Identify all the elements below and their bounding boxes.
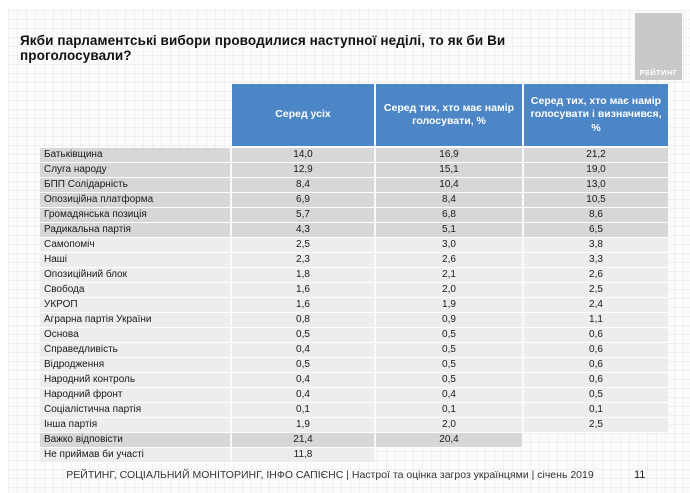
value-cell: 2,6 [524,268,668,283]
party-name-cell: УКРОП [40,298,230,313]
value-cell: 3,0 [376,238,522,253]
party-name-cell: Слуга народу [40,163,230,178]
value-cell: 0,4 [232,373,374,388]
value-cell: 15,1 [376,163,522,178]
party-name-cell: Інша партія [40,418,230,433]
value-cell: 0,5 [376,343,522,358]
value-cell: 2,5 [524,418,668,433]
value-cell: 14,0 [232,148,374,163]
party-name-cell: Не приймав би участі [40,448,230,463]
value-cell: 0,9 [376,313,522,328]
party-name-cell: Опозиційний блок [40,268,230,283]
value-cell: 0,6 [524,373,668,388]
party-name-cell: Самопоміч [40,238,230,253]
value-cell: 0,5 [232,328,374,343]
value-cell: 16,9 [376,148,522,163]
rating-logo: РЕЙТИНГ [635,13,682,80]
party-name-cell: Основа [40,328,230,343]
party-name-cell: Батьківщина [40,148,230,163]
party-name-cell: Народний контроль [40,373,230,388]
party-name-cell: Радикальна партія [40,223,230,238]
party-name-cell: Відродження [40,358,230,373]
value-cell: 12,9 [232,163,374,178]
value-cell: 0,6 [524,343,668,358]
value-cell: 8,6 [524,208,668,223]
value-cell: 1,6 [232,283,374,298]
value-cell: 2,5 [232,238,374,253]
value-cell: 5,1 [376,223,522,238]
value-cell: 0,8 [232,313,374,328]
value-cell: 0,5 [376,358,522,373]
value-cell: 21,2 [524,148,668,163]
value-cell: 21,4 [232,433,374,448]
page-title: Якби парламентські вибори проводилися на… [20,33,506,63]
value-cell: 2,0 [376,418,522,433]
value-cell: 3,3 [524,253,668,268]
value-cell: 2,3 [232,253,374,268]
value-cell: 0,5 [232,358,374,373]
value-cell: 0,6 [524,358,668,373]
value-cell: 11,8 [232,448,374,463]
party-name-cell: Свобода [40,283,230,298]
value-cell: 2,4 [524,298,668,313]
value-cell: 6,9 [232,193,374,208]
value-cell: 0,6 [524,328,668,343]
value-cell: 8,4 [376,193,522,208]
value-cell: 6,8 [376,208,522,223]
column-header-among-all: Серед усіх [232,84,374,148]
party-name-cell: БПП Солідарність [40,178,230,193]
value-cell: 2,5 [524,283,668,298]
value-cell: 0,5 [376,373,522,388]
page-number: 11 [634,469,646,481]
value-cell: 2,1 [376,268,522,283]
column-header-intend-and-decided: Серед тих, хто має намір голосувати і ви… [524,84,668,148]
party-name-cell: Важко відповісти [40,433,230,448]
value-cell: 0,4 [232,343,374,358]
value-cell: 5,7 [232,208,374,223]
footer-caption: РЕЙТИНГ, СОЦІАЛЬНИЙ МОНІТОРИНГ, ІНФО САП… [66,469,594,481]
value-cell [376,448,522,463]
value-cell: 13,0 [524,178,668,193]
party-name-cell: Народний фронт [40,388,230,403]
value-cell: 20,4 [376,433,522,448]
value-cell: 4,3 [232,223,374,238]
value-cell: 0,1 [524,403,668,418]
rating-logo-label: РЕЙТИНГ [639,68,678,77]
value-cell: 0,1 [232,403,374,418]
value-cell: 0,4 [232,388,374,403]
value-cell: 1,9 [376,298,522,313]
party-name-cell: Наші [40,253,230,268]
value-cell: 3,8 [524,238,668,253]
value-cell: 2,6 [376,253,522,268]
value-cell [524,448,668,463]
column-header-intend-to-vote: Серед тих, хто має намір голосувати, % [376,84,522,148]
value-cell: 0,5 [524,388,668,403]
party-name-cell: Аграрна партія України [40,313,230,328]
value-cell: 10,4 [376,178,522,193]
value-cell: 0,4 [376,388,522,403]
value-cell: 1,9 [232,418,374,433]
value-cell: 2,0 [376,283,522,298]
party-name-cell: Опозиційна платформа [40,193,230,208]
value-cell: 10,5 [524,193,668,208]
value-cell: 6,5 [524,223,668,238]
value-cell: 0,1 [376,403,522,418]
party-name-cell: Соціалістична партія [40,403,230,418]
party-name-cell: Громадянська позиція [40,208,230,223]
value-cell: 19,0 [524,163,668,178]
party-name-cell: Справедливість [40,343,230,358]
value-cell: 1,6 [232,298,374,313]
value-cell: 1,8 [232,268,374,283]
value-cell: 0,5 [376,328,522,343]
value-cell [524,433,668,448]
poll-results-table: Серед усіх Серед тих, хто має намір голо… [40,84,668,463]
value-cell: 1,1 [524,313,668,328]
value-cell: 8,4 [232,178,374,193]
